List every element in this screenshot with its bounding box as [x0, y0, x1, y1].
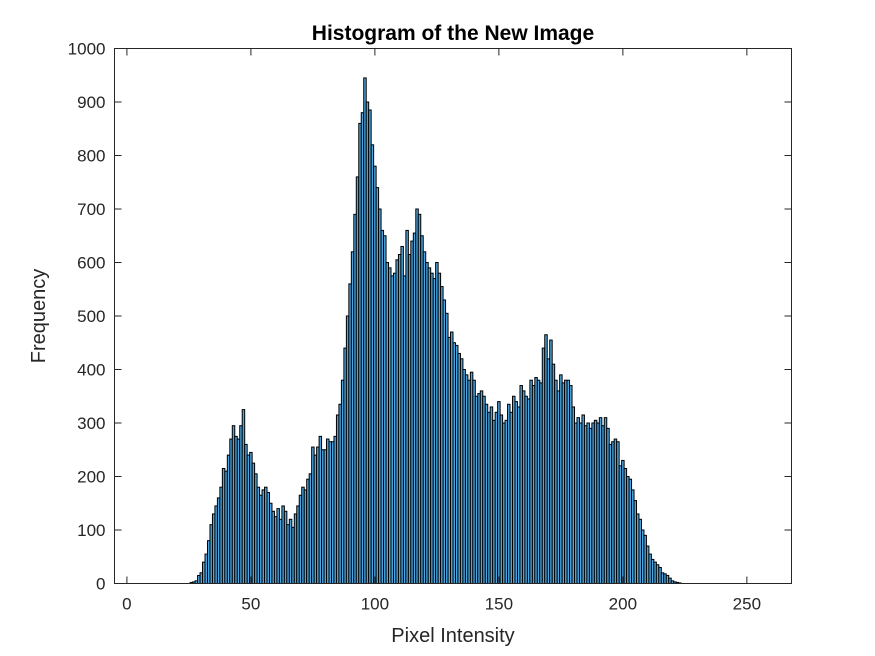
- x-tick-label: 0: [122, 595, 131, 614]
- y-tick-label: 400: [77, 361, 105, 380]
- x-axis-label: Pixel Intensity: [391, 625, 514, 647]
- chart-title: Histogram of the New Image: [312, 22, 594, 45]
- y-tick-label: 500: [77, 307, 105, 326]
- x-axis-ticks: 0 50 100 150 200 250: [122, 48, 761, 614]
- x-tick-label: 250: [733, 595, 761, 614]
- y-tick-label: 1000: [68, 40, 106, 59]
- y-axis-label: Frequency: [28, 269, 50, 364]
- x-tick-label: 200: [609, 595, 637, 614]
- y-tick-label: 600: [77, 254, 105, 273]
- y-tick-label: 900: [77, 93, 105, 112]
- y-tick-label: 300: [77, 414, 105, 433]
- y-tick-label: 100: [77, 521, 105, 540]
- histogram-bars: [189, 77, 682, 585]
- x-tick-label: 50: [241, 595, 260, 614]
- plot-frame: [114, 48, 792, 584]
- x-tick-label: 150: [485, 595, 513, 614]
- x-tick-label: 100: [361, 595, 389, 614]
- y-tick-label: 700: [77, 200, 105, 219]
- y-axis-ticks: 0 100 200 300 400 500 600 700 800 900 1000: [68, 40, 792, 594]
- y-tick-label: 800: [77, 147, 105, 166]
- y-tick-label: 0: [96, 575, 105, 594]
- y-tick-label: 200: [77, 468, 105, 487]
